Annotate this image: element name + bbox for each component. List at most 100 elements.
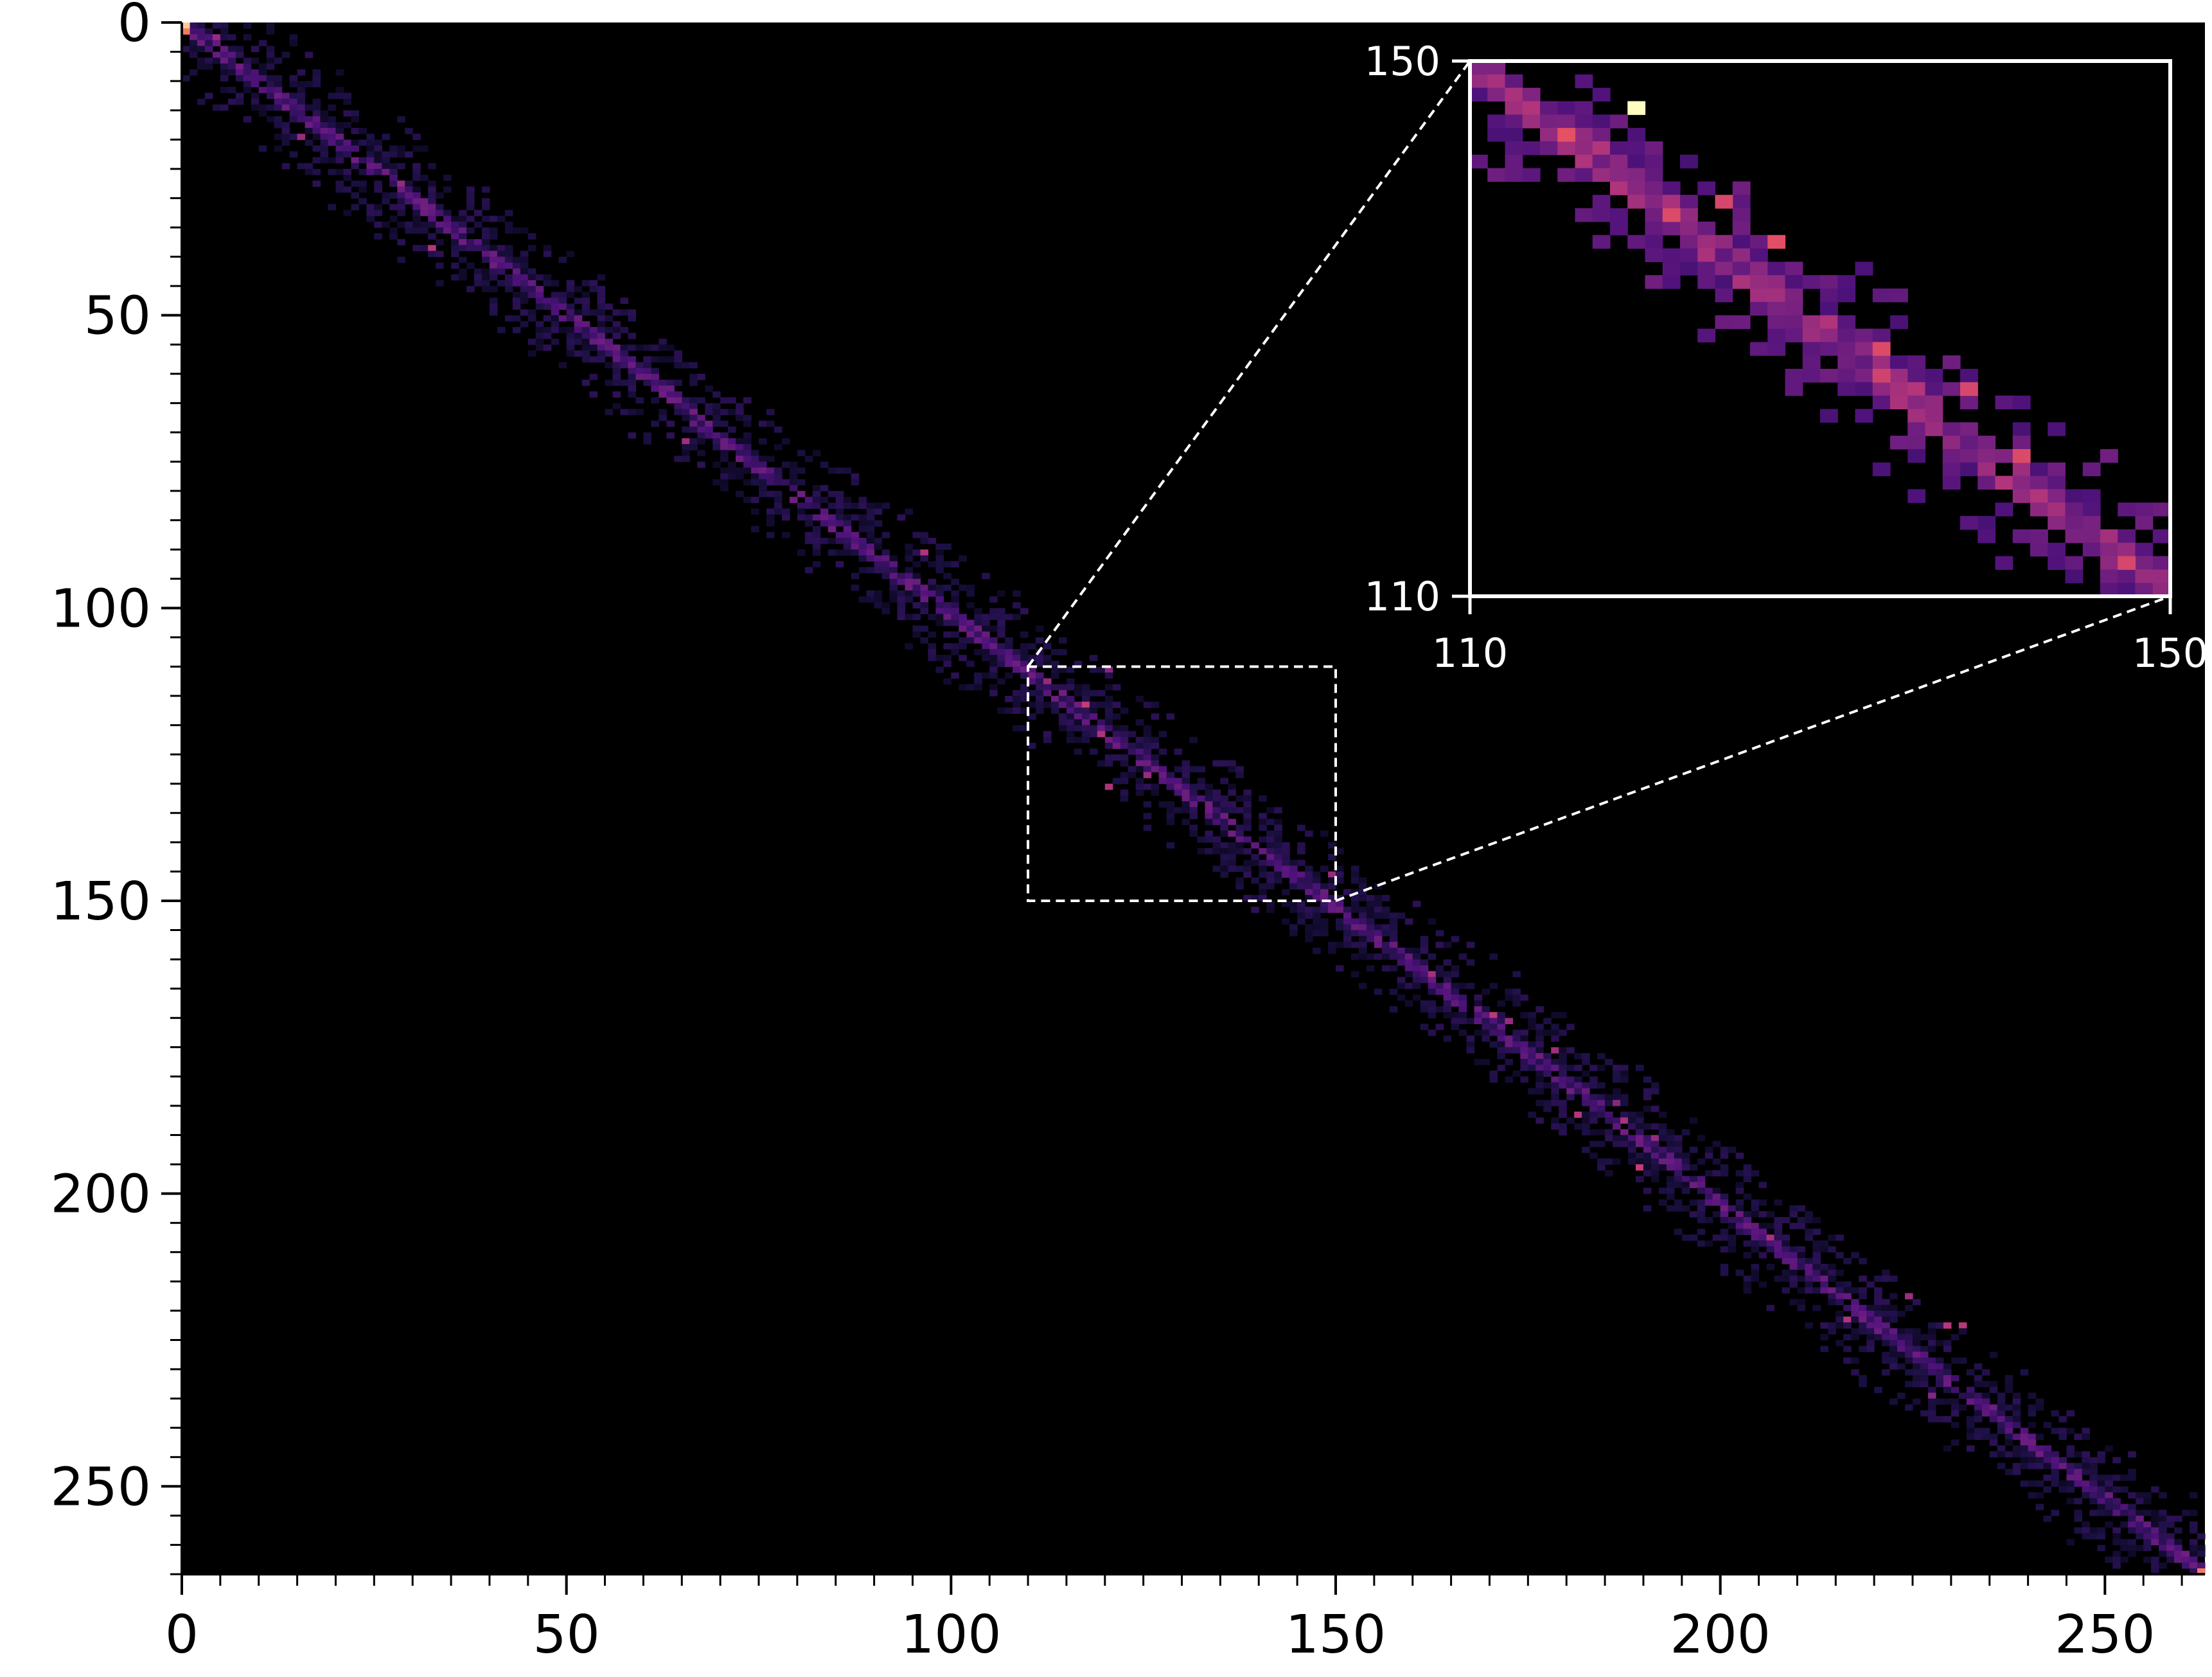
heatmap-cell [1235, 883, 1244, 890]
heatmap-cell [1320, 894, 1329, 901]
heatmap-cell [1681, 1129, 1690, 1136]
heatmap-cell [1559, 1123, 1567, 1130]
heatmap-cell [2182, 1550, 2190, 1557]
heatmap-cell [1412, 900, 1421, 907]
heatmap-cell [858, 544, 867, 550]
heatmap-cell [520, 274, 529, 281]
heatmap-cell [1428, 1029, 1437, 1036]
heatmap-cell [374, 209, 382, 217]
heatmap-cell [274, 87, 283, 93]
heatmap-cell [574, 297, 583, 305]
heatmap-cell [204, 93, 213, 100]
heatmap-cell [1650, 1140, 1659, 1148]
heatmap-cell [1358, 947, 1367, 954]
heatmap-cell [1013, 649, 1021, 655]
inset-cell [1802, 328, 1821, 342]
heatmap-cell [1013, 696, 1021, 702]
inset-cell [2048, 556, 2066, 570]
heatmap-cell [1143, 760, 1152, 767]
heatmap-cell [1458, 1006, 1467, 1013]
heatmap-cell [1212, 760, 1221, 767]
heatmap-cell [1497, 1052, 1506, 1060]
heatmap-cell [1104, 707, 1113, 714]
heatmap-cell [1689, 1211, 1698, 1218]
heatmap-cell [1812, 1264, 1821, 1270]
heatmap-cell [2051, 1457, 2060, 1464]
heatmap-cell [1805, 1234, 1813, 1241]
heatmap-cell [1766, 1240, 1775, 1247]
heatmap-cell [1212, 865, 1221, 873]
inset-cell [1837, 355, 1856, 369]
heatmap-cell [597, 333, 606, 339]
heatmap-cell [1874, 1310, 1882, 1317]
heatmap-cell [912, 572, 921, 580]
inset-cell [1802, 275, 1821, 289]
heatmap-cell [1043, 684, 1052, 691]
inset-cell [1662, 262, 1681, 276]
heatmap-cell [2143, 1527, 2152, 1534]
heatmap-cell [1228, 807, 1236, 813]
heatmap-cell [243, 69, 252, 76]
heatmap-cell [897, 608, 906, 615]
inset-cell [1715, 275, 1733, 289]
heatmap-cell [959, 643, 967, 650]
heatmap-cell [2082, 1480, 2090, 1487]
heatmap-cell [1297, 824, 1305, 831]
heatmap-cell [1104, 760, 1113, 767]
heatmap-cell [497, 280, 506, 287]
heatmap-cell [220, 69, 229, 76]
heatmap-cell [982, 643, 990, 650]
heatmap-cell [1266, 871, 1275, 878]
heatmap-cell [751, 467, 759, 474]
heatmap-cell [1674, 1182, 1683, 1189]
heatmap-cell [328, 139, 337, 146]
heatmap-cell [920, 549, 929, 556]
inset-cell [1697, 262, 1716, 276]
inset-cell [1540, 141, 1558, 155]
heatmap-cell [466, 239, 475, 245]
heatmap-cell [1074, 702, 1083, 708]
heatmap-cell [1135, 696, 1144, 702]
heatmap-cell [1559, 1052, 1567, 1060]
heatmap-cell [481, 268, 490, 275]
heatmap-cell [1289, 860, 1298, 866]
heatmap-cell [1551, 1012, 1559, 1018]
heatmap-cell [2066, 1539, 2075, 1546]
heatmap-cell [1697, 1135, 1706, 1142]
heatmap-cell [1451, 988, 1460, 995]
heatmap-cell [1343, 918, 1352, 925]
heatmap-cell [2028, 1433, 2037, 1440]
heatmap-cell [1343, 936, 1352, 943]
heatmap-cell [874, 537, 883, 544]
heatmap-cell [1243, 847, 1252, 855]
heatmap-cell [266, 51, 275, 58]
heatmap-cell [451, 274, 459, 281]
heatmap-cell [535, 297, 544, 305]
inset-cell [1732, 262, 1751, 276]
inset-cell [1645, 154, 1663, 169]
heatmap-cell [1535, 1041, 1544, 1048]
heatmap-cell [820, 520, 829, 527]
heatmap-cell [951, 631, 959, 638]
heatmap-cell [1643, 1140, 1652, 1148]
inset-cell [2012, 489, 2031, 503]
heatmap-cell [1551, 1065, 1559, 1071]
heatmap-cell [1981, 1433, 1990, 1440]
heatmap-cell [774, 497, 783, 503]
heatmap-cell [382, 168, 390, 175]
heatmap-cell [2120, 1475, 2128, 1481]
inset-cell [1505, 154, 1523, 169]
heatmap-cell [251, 81, 260, 87]
heatmap-cell [789, 467, 798, 474]
heatmap-cell [1120, 707, 1129, 714]
heatmap-cell [289, 34, 298, 40]
inset-cell [1627, 154, 1646, 169]
heatmap-cell [405, 198, 413, 205]
heatmap-cell [1220, 865, 1228, 873]
heatmap-peak-cell [182, 22, 190, 29]
heatmap-cell [1728, 1217, 1737, 1223]
heatmap-cell [1135, 766, 1144, 773]
heatmap-cell [804, 567, 813, 574]
heatmap-cell [1205, 819, 1214, 826]
heatmap-cell [1674, 1152, 1683, 1159]
